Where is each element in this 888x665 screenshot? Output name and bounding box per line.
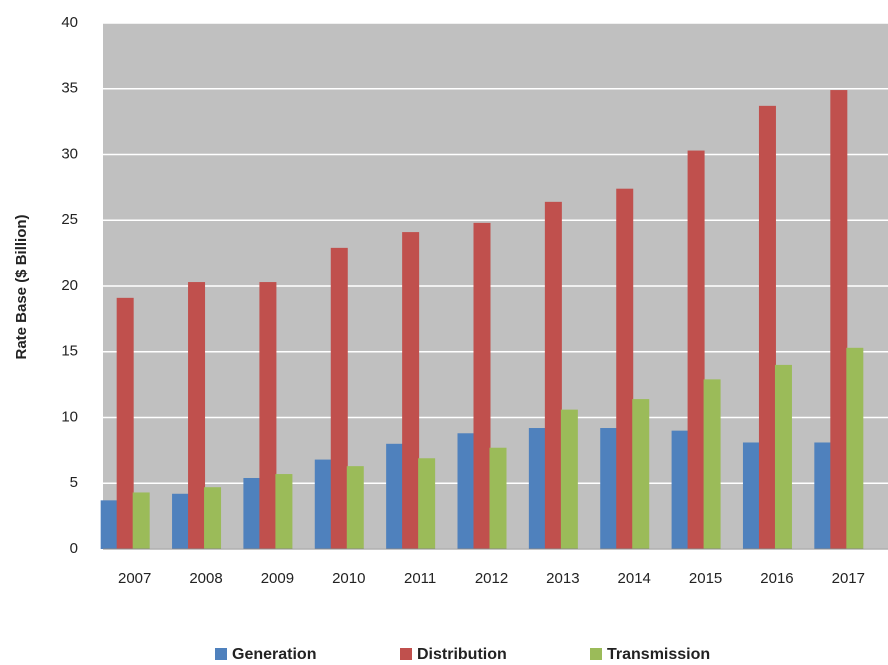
bar [489,447,507,549]
bar [616,188,634,549]
bar [473,222,491,549]
bar [687,150,705,549]
bar [402,232,420,549]
x-tick-label: 2013 [546,570,579,587]
y-tick-label: 25 [61,211,78,228]
bar [560,409,578,549]
bar [703,379,721,549]
bar [600,428,618,549]
bar [275,474,293,549]
legend-label: Distribution [417,646,507,663]
bar [846,347,864,549]
x-tick-label: 2016 [760,570,793,587]
bar [671,430,689,549]
bar [457,433,475,549]
bar [830,90,848,549]
bar [418,458,436,549]
y-tick-label: 5 [70,474,78,491]
legend: Generation Distribution Transmission [215,646,710,663]
x-tick-label: 2010 [332,570,365,587]
x-tick-label: 2009 [261,570,294,587]
legend-swatch [590,648,602,660]
bar [100,500,118,549]
bar [528,428,546,549]
x-tick-label: 2014 [618,570,651,587]
y-axis-label: Rate Base ($ Billion) [13,214,30,359]
bar [632,399,650,549]
y-tick-label: 40 [61,14,78,31]
bar [330,247,348,550]
y-tick-label: 10 [61,408,78,425]
y-tick-label: 30 [61,145,78,162]
legend-swatch [400,648,412,660]
x-tick-label: 2007 [118,570,151,587]
x-tick-label: 2008 [189,570,222,587]
bar [204,487,222,549]
bar [188,282,206,549]
bar [116,297,134,549]
legend-label: Generation [232,646,316,663]
bar [314,459,332,549]
bar [172,493,190,549]
x-tick-label: 2012 [475,570,508,587]
bar [544,201,562,549]
bar [243,477,261,549]
bar [386,443,404,549]
y-tick-label: 20 [61,277,78,294]
x-tick-label: 2017 [832,570,865,587]
bar [259,282,277,549]
y-tick-label: 15 [61,343,78,360]
y-tick-label: 35 [61,80,78,97]
legend-label: Transmission [607,646,710,663]
x-tick-label: 2015 [689,570,722,587]
bar [758,105,776,549]
legend-swatch [215,648,227,660]
bar [814,442,832,549]
bar [132,492,150,549]
y-tick-label: 0 [70,540,78,557]
x-tick-label: 2011 [404,570,436,587]
bar [774,364,792,549]
bar [346,466,364,549]
bar [742,442,760,549]
